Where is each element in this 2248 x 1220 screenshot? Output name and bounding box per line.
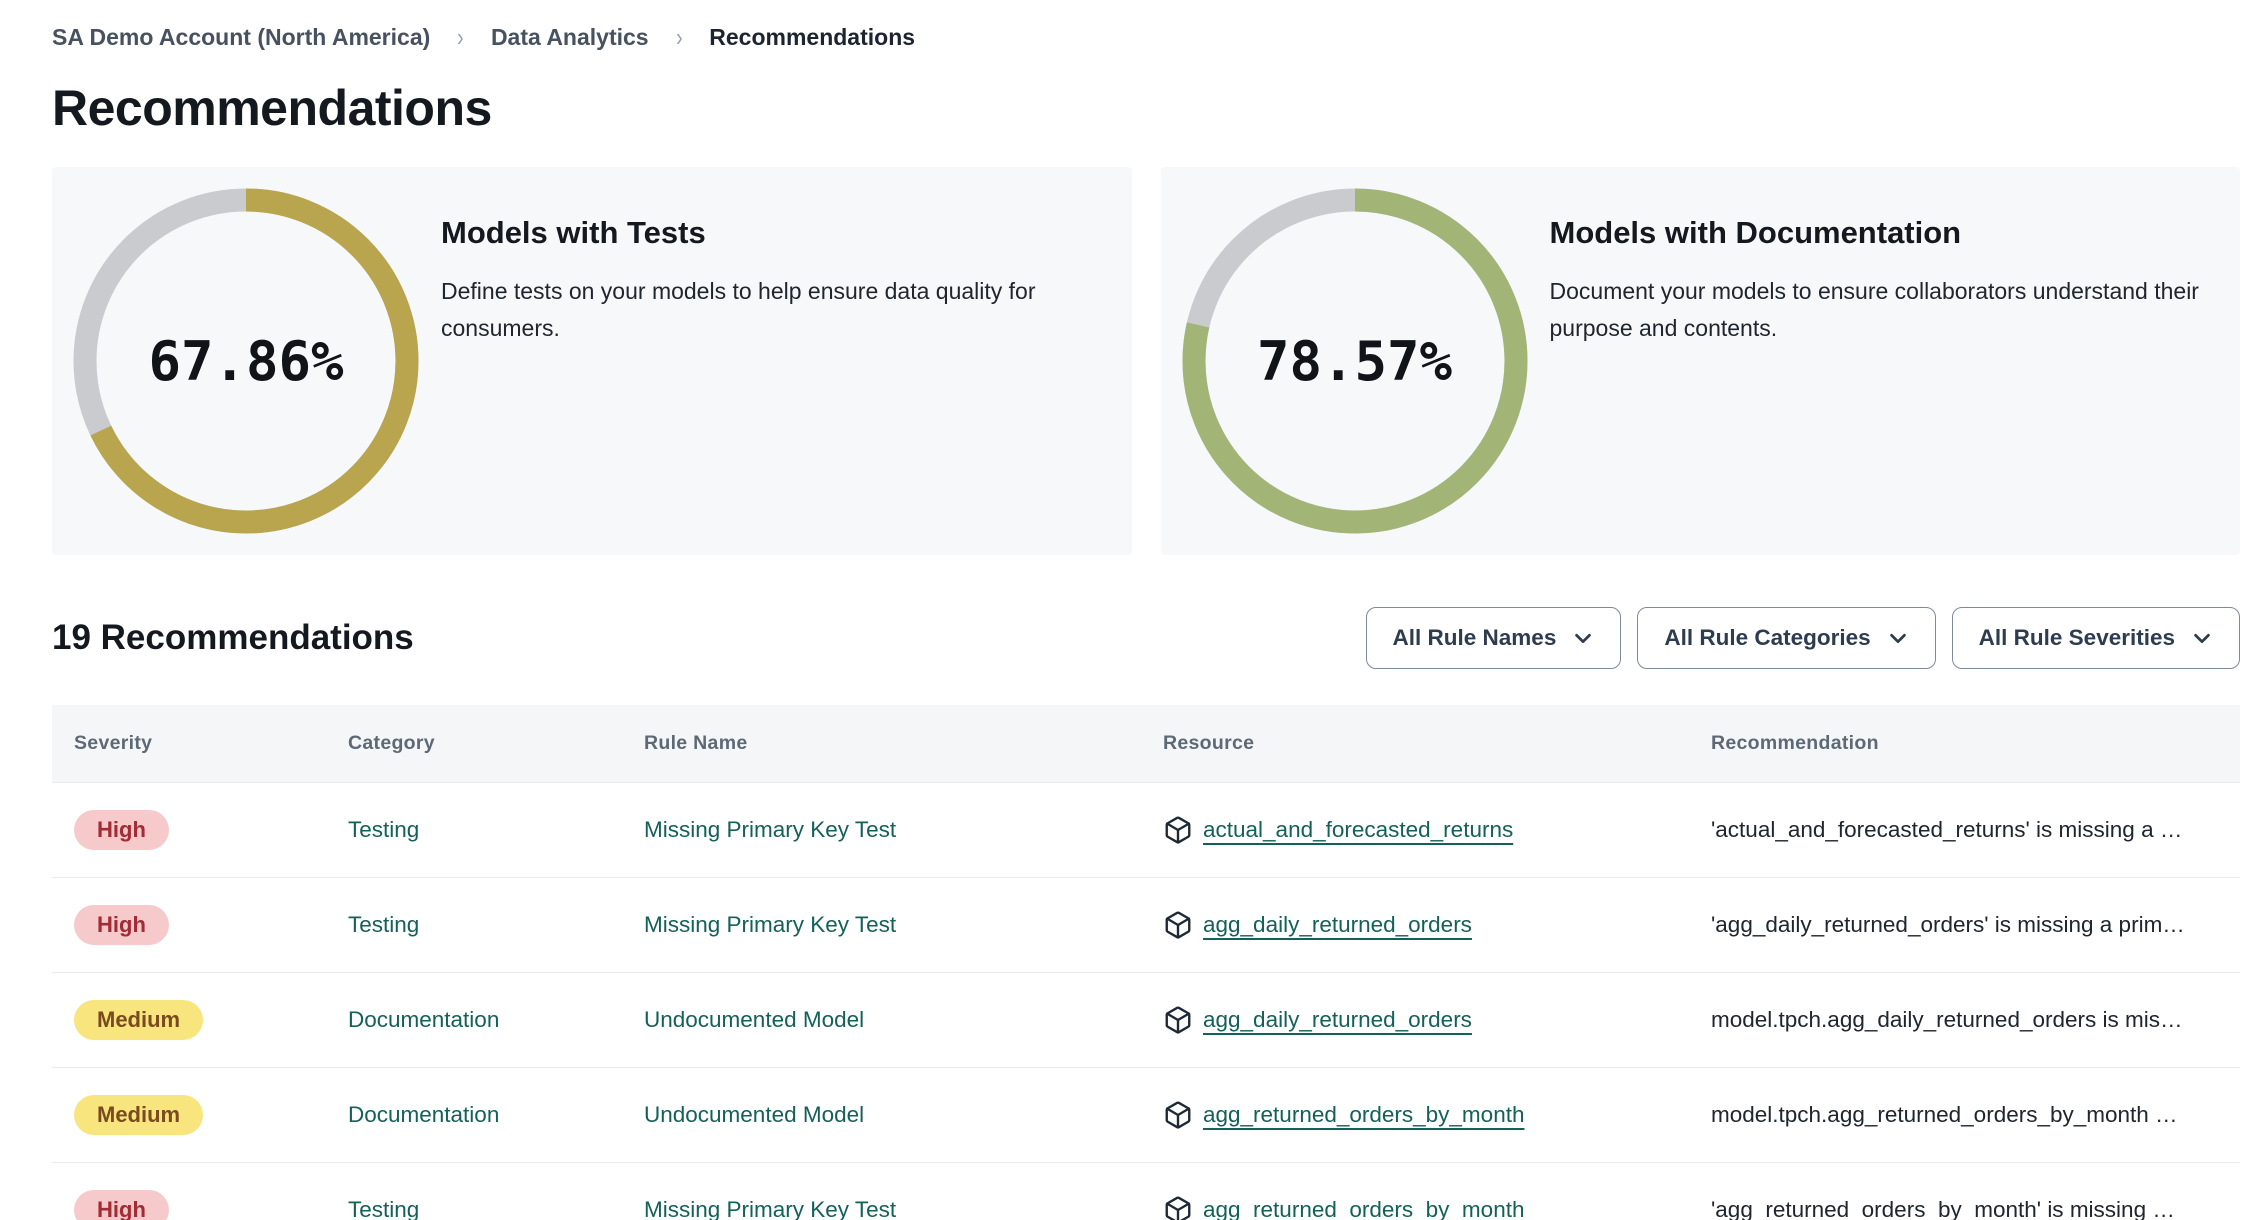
cube-icon <box>1165 1101 1191 1129</box>
severity-badge: Medium <box>74 1095 204 1135</box>
category-link[interactable]: Documentation <box>348 1007 500 1032</box>
severity-badge: High <box>74 905 169 945</box>
cube-icon <box>1165 816 1191 844</box>
column-header-severity: Severity <box>74 732 153 754</box>
cube-icon <box>1165 1196 1191 1220</box>
severity-badge: High <box>74 810 169 850</box>
chevron-right-icon: › <box>457 22 464 52</box>
chevron-down-icon <box>1575 633 1592 644</box>
breadcrumb-account[interactable]: SA Demo Account (North America) <box>52 24 431 50</box>
table-header-row: Severity Category Rule Name Resource Rec… <box>52 705 2240 783</box>
recommendations-count-title: 19 Recommendations <box>52 618 414 657</box>
resource-link[interactable]: actual_and_forecasted_returns <box>1203 817 1514 842</box>
rule-name-link[interactable]: Undocumented Model <box>644 1007 865 1032</box>
documentation-card-title: Models with Documentation <box>1549 215 1962 250</box>
recommendation-text: 'actual_and_forecasted_returns' is missi… <box>1711 817 2183 842</box>
table-row: High Testing Missing Primary Key Test ac… <box>52 783 2240 878</box>
column-header-recommendation: Recommendation <box>1711 732 1879 754</box>
list-header-row: 19 Recommendations All Rule Names All Ru… <box>52 607 2240 669</box>
rule-names-filter-label: All Rule Names <box>1392 625 1557 650</box>
chevron-down-icon <box>2194 633 2210 644</box>
rule-name-link[interactable]: Missing Primary Key Test <box>644 912 897 937</box>
recommendation-text: 'agg_daily_returned_orders' is missing a… <box>1711 912 2185 937</box>
recommendation-text: model.tpch.agg_daily_returned_orders is … <box>1711 1007 2183 1032</box>
severity-badge: Medium <box>74 1000 204 1040</box>
recommendations-table: Severity Category Rule Name Resource Rec… <box>52 705 2240 1220</box>
filter-bar: All Rule Names All Rule Categories All R… <box>1365 607 2240 669</box>
category-link[interactable]: Documentation <box>348 1102 500 1127</box>
rule-severities-filter-label: All Rule Severities <box>1978 625 2175 650</box>
documentation-donut-chart: 78.57% <box>1182 188 1528 534</box>
rule-name-link[interactable]: Undocumented Model <box>644 1102 865 1127</box>
breadcrumb: SA Demo Account (North America) › Data A… <box>52 22 2240 53</box>
tests-percent-value: 67.86% <box>148 329 344 393</box>
metric-cards: 67.86% Models with Tests Define tests on… <box>52 167 2240 555</box>
table-row: Medium Documentation Undocumented Model … <box>52 973 2240 1068</box>
chevron-down-icon <box>1889 633 1906 644</box>
cube-icon <box>1165 1006 1191 1034</box>
tests-card-title: Models with Tests <box>441 215 706 250</box>
table-row: Medium Documentation Undocumented Model … <box>52 1068 2240 1163</box>
documentation-percent-value: 78.57% <box>1256 329 1453 393</box>
tests-donut-chart: 67.86% <box>73 188 419 534</box>
recommendation-text: model.tpch.agg_returned_orders_by_month … <box>1711 1102 2178 1127</box>
rule-categories-filter-label: All Rule Categories <box>1664 625 1871 650</box>
cube-icon <box>1165 911 1191 939</box>
rule-names-filter-dropdown[interactable]: All Rule Names <box>1365 607 1622 669</box>
severity-badge: High <box>74 1190 169 1220</box>
breadcrumb-current: Recommendations <box>709 24 916 50</box>
table-row: High Testing Missing Primary Key Test ag… <box>52 1163 2240 1220</box>
rule-severities-filter-dropdown[interactable]: All Rule Severities <box>1951 607 2240 669</box>
models-with-documentation-card: 78.57% Models with Documentation Documen… <box>1160 167 2240 555</box>
page-title: Recommendations <box>52 80 492 136</box>
rule-categories-filter-dropdown[interactable]: All Rule Categories <box>1637 607 1936 669</box>
tests-card-description: Define tests on your models to help ensu… <box>441 278 1036 341</box>
resource-link[interactable]: agg_returned_orders_by_month <box>1203 1102 1525 1127</box>
category-link[interactable]: Testing <box>348 912 420 937</box>
documentation-card-description: Document your models to ensure collabora… <box>1549 278 2199 341</box>
category-link[interactable]: Testing <box>348 1197 420 1220</box>
models-with-tests-card: 67.86% Models with Tests Define tests on… <box>52 167 1132 555</box>
column-header-category: Category <box>348 732 435 754</box>
table-row: High Testing Missing Primary Key Test ag… <box>52 878 2240 973</box>
breadcrumb-project[interactable]: Data Analytics <box>490 24 649 50</box>
rule-name-link[interactable]: Missing Primary Key Test <box>644 1197 897 1220</box>
category-link[interactable]: Testing <box>348 817 420 842</box>
resource-link[interactable]: agg_daily_returned_orders <box>1203 1007 1472 1032</box>
resource-link[interactable]: agg_daily_returned_orders <box>1203 912 1472 937</box>
column-header-rule-name: Rule Name <box>644 732 748 754</box>
recommendation-text: 'agg_returned_orders_by_month' is missin… <box>1711 1197 2175 1220</box>
rule-name-link[interactable]: Missing Primary Key Test <box>644 817 897 842</box>
resource-link[interactable]: agg_returned_orders_by_month <box>1203 1197 1525 1220</box>
chevron-right-icon: › <box>675 22 683 52</box>
column-header-resource: Resource <box>1163 732 1255 754</box>
